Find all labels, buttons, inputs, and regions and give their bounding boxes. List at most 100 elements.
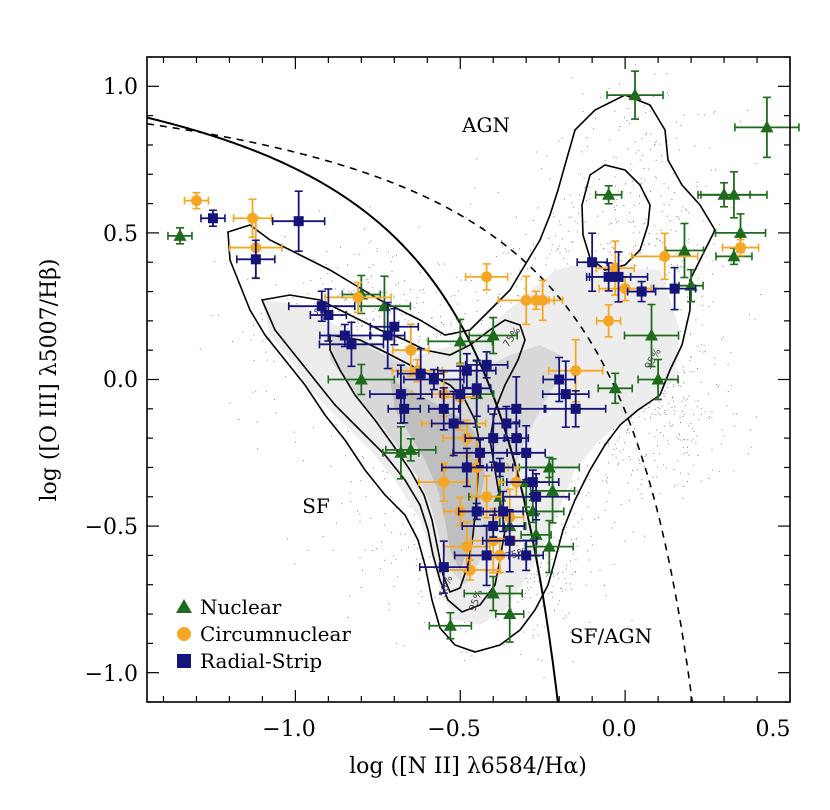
background-dot	[644, 418, 646, 420]
background-dot	[572, 206, 574, 208]
background-dot	[420, 591, 422, 593]
background-dot	[557, 247, 559, 249]
background-dot	[697, 400, 699, 402]
square-marker	[521, 447, 532, 458]
background-dot	[436, 291, 438, 293]
background-dot	[555, 250, 557, 252]
background-dot	[660, 155, 662, 157]
background-dot	[461, 321, 463, 323]
legend-item-circumnuclear: Circumnuclear	[177, 622, 351, 646]
background-dot	[585, 186, 587, 188]
background-dot	[649, 403, 651, 405]
background-dot	[726, 405, 728, 407]
background-dot	[466, 651, 468, 653]
background-dot	[266, 359, 268, 361]
background-dot	[705, 185, 707, 187]
background-dot	[510, 248, 512, 250]
background-dot	[388, 276, 390, 278]
background-dot	[659, 240, 661, 242]
background-dot	[682, 498, 684, 499]
background-dot	[401, 549, 402, 551]
background-dot	[680, 267, 682, 269]
background-dot	[565, 568, 567, 570]
background-dot	[635, 64, 636, 66]
background-dot	[399, 321, 400, 323]
background-dot	[613, 429, 614, 431]
triangle-marker	[651, 372, 665, 385]
background-dot	[465, 631, 467, 633]
background-dot	[265, 390, 267, 392]
background-dot	[690, 356, 692, 358]
data-point	[439, 365, 482, 423]
background-dot	[592, 128, 594, 130]
square-marker	[471, 506, 482, 517]
background-dot	[608, 87, 610, 89]
background-dot	[390, 261, 392, 263]
background-dot	[551, 597, 553, 599]
background-dot	[654, 459, 656, 461]
background-dot	[331, 308, 333, 310]
data-point	[594, 184, 623, 205]
background-dot	[418, 339, 420, 341]
background-dot	[669, 425, 671, 427]
background-dot	[645, 134, 647, 136]
background-dot	[666, 215, 668, 217]
background-dot	[711, 449, 713, 451]
background-dot	[359, 513, 361, 515]
data-point	[271, 190, 326, 252]
square-marker	[554, 374, 565, 385]
background-dot	[571, 588, 573, 590]
square-marker	[527, 477, 538, 488]
background-dot	[575, 559, 577, 561]
background-dot	[399, 303, 401, 305]
background-dot	[538, 580, 540, 582]
data-point	[453, 524, 520, 587]
square-marker	[382, 330, 393, 341]
background-dot	[275, 284, 277, 286]
triangle-marker	[677, 243, 691, 256]
background-dot	[431, 317, 433, 319]
background-dot	[608, 462, 610, 464]
background-dot	[631, 474, 632, 476]
background-dot	[562, 571, 564, 573]
background-dot	[536, 574, 538, 576]
background-dot	[357, 510, 358, 512]
background-dot	[589, 621, 591, 623]
triangle-marker	[394, 445, 408, 458]
background-dot	[256, 421, 258, 423]
background-dot	[697, 345, 699, 347]
background-dot	[403, 645, 405, 647]
background-dot	[655, 414, 657, 416]
background-dot	[682, 439, 684, 441]
background-dot	[547, 593, 549, 595]
background-dot	[533, 573, 535, 575]
background-dot	[265, 351, 267, 353]
background-dot	[663, 425, 665, 427]
background-dot	[619, 451, 621, 453]
background-dot	[692, 464, 694, 466]
background-dot	[625, 183, 626, 185]
background-dot	[684, 399, 686, 401]
background-dot	[450, 295, 452, 297]
background-dot	[587, 506, 589, 508]
data-point	[541, 360, 590, 428]
background-dot	[683, 413, 685, 415]
background-dot	[252, 391, 254, 393]
background-dot	[640, 483, 642, 485]
background-dot	[410, 289, 412, 291]
background-dot	[627, 428, 629, 430]
background-dot	[677, 264, 678, 266]
background-dot	[527, 589, 529, 591]
background-dot	[252, 325, 254, 326]
background-dot	[644, 112, 646, 114]
background-dot	[439, 597, 441, 599]
background-dot	[638, 416, 640, 418]
background-dot	[700, 344, 702, 346]
background-dot	[654, 245, 656, 247]
background-dot	[537, 658, 539, 660]
background-dot	[685, 321, 687, 323]
background-dot	[347, 431, 349, 432]
background-dot	[557, 551, 559, 552]
square-marker	[501, 418, 512, 429]
background-dot	[330, 435, 332, 437]
